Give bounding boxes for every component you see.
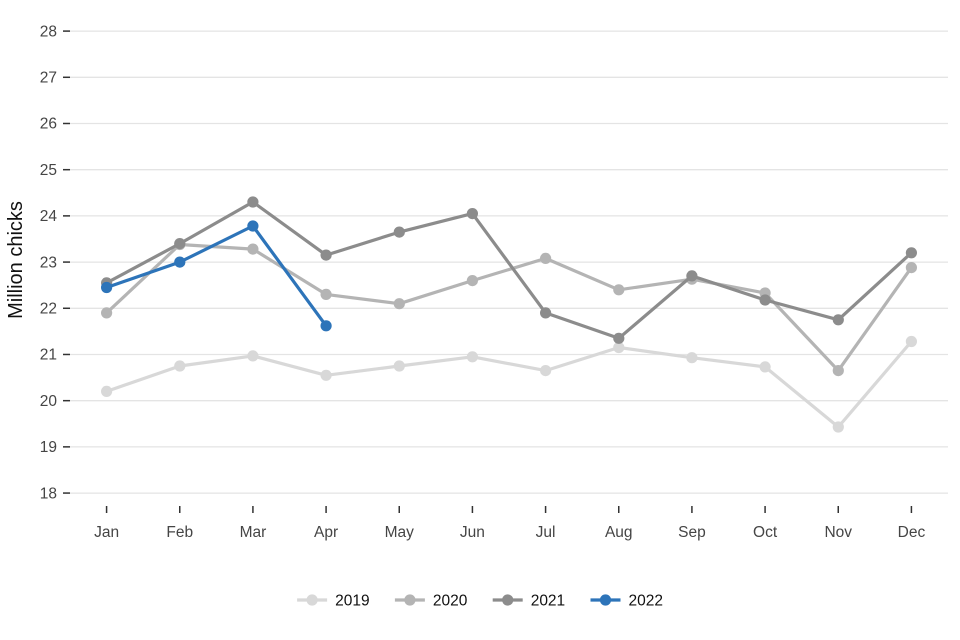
x-tick-label: Apr — [314, 524, 338, 541]
x-tick-label: Oct — [753, 524, 778, 541]
y-tick-label: 27 — [40, 69, 57, 86]
data-point-2021 — [320, 249, 332, 261]
x-tick-label: Sep — [678, 524, 706, 541]
y-tick-label: 28 — [40, 23, 57, 40]
data-point-2020 — [393, 298, 405, 310]
data-point-2020 — [101, 307, 113, 319]
legend-key-point — [502, 594, 514, 606]
data-point-2021 — [393, 226, 405, 238]
data-point-2022 — [247, 220, 259, 232]
data-point-2019 — [174, 360, 186, 372]
data-point-2022 — [101, 281, 113, 294]
data-point-2020 — [247, 243, 259, 255]
legend-label: 2022 — [629, 593, 663, 610]
legend-key-point — [404, 594, 416, 606]
x-tick-label: Jan — [94, 524, 119, 541]
x-tick-label: Mar — [240, 524, 267, 541]
data-point-2019 — [832, 421, 844, 433]
series-2022 — [101, 220, 332, 332]
data-point-2021 — [686, 270, 698, 282]
x-tick-label: Nov — [824, 524, 852, 541]
legend-item-2019: 2019 — [297, 593, 370, 610]
data-point-2022 — [320, 320, 332, 332]
data-point-2020 — [540, 252, 552, 264]
legend-item-2022: 2022 — [590, 593, 663, 610]
x-tick-label: Feb — [166, 524, 193, 541]
y-tick-label: 22 — [40, 300, 57, 317]
data-point-2020 — [466, 275, 478, 287]
y-axis: 18 19 20 21 22 23 24 25 26 27 28 — [40, 23, 70, 502]
data-point-2019 — [759, 361, 771, 373]
legend-item-2020: 2020 — [394, 593, 468, 610]
data-point-2021 — [759, 294, 771, 306]
y-tick-label: 18 — [40, 485, 57, 502]
data-point-2021 — [832, 314, 844, 326]
x-tick-label: Jun — [460, 524, 485, 541]
data-point-2019 — [101, 385, 113, 397]
y-tick-label: 21 — [40, 347, 57, 364]
y-tick-label: 19 — [40, 439, 57, 456]
data-point-2020 — [905, 262, 918, 274]
x-tick-label: Aug — [605, 524, 633, 541]
y-tick-label: 25 — [40, 162, 57, 179]
data-point-2019 — [466, 351, 478, 363]
data-point-2020 — [613, 284, 625, 296]
series-2021 — [101, 196, 918, 344]
data-point-2019 — [320, 369, 332, 381]
x-tick-label: May — [385, 524, 415, 541]
series-2019 — [101, 335, 918, 433]
y-axis-title: Million chicks — [5, 201, 27, 319]
legend-key-point — [306, 594, 318, 606]
legend-label: 2020 — [433, 593, 468, 610]
data-point-2021 — [540, 307, 552, 319]
data-point-2021 — [466, 208, 478, 220]
data-point-2019 — [540, 365, 552, 377]
data-point-2019 — [686, 352, 698, 364]
x-axis: Jan Feb Mar Apr May Jun Jul Aug Sep Oct Nov Dec — [94, 506, 925, 541]
data-point-2021 — [613, 332, 625, 344]
y-tick-label: 20 — [40, 393, 58, 410]
data-point-2019 — [247, 350, 259, 362]
data-point-2019 — [905, 335, 918, 348]
legend-item-2021: 2021 — [492, 593, 565, 610]
legend: 2019 2020 2021 2022 — [297, 593, 663, 610]
legend-label: 2019 — [335, 593, 369, 610]
data-point-2021 — [174, 238, 186, 250]
data-point-2020 — [320, 288, 332, 300]
y-tick-label: 24 — [40, 208, 58, 225]
y-tick-label: 23 — [40, 254, 57, 271]
y-tick-label: 26 — [40, 116, 57, 133]
data-point-2019 — [393, 360, 405, 372]
data-point-2022 — [174, 256, 186, 268]
x-tick-label: Dec — [898, 524, 926, 541]
data-point-2019 — [613, 341, 625, 354]
legend-label: 2021 — [531, 593, 565, 610]
x-tick-label: Jul — [536, 524, 556, 541]
data-point-2020 — [832, 365, 844, 377]
legend-key-point — [599, 594, 612, 606]
data-point-2021 — [905, 247, 918, 259]
data-point-2021 — [247, 196, 259, 208]
